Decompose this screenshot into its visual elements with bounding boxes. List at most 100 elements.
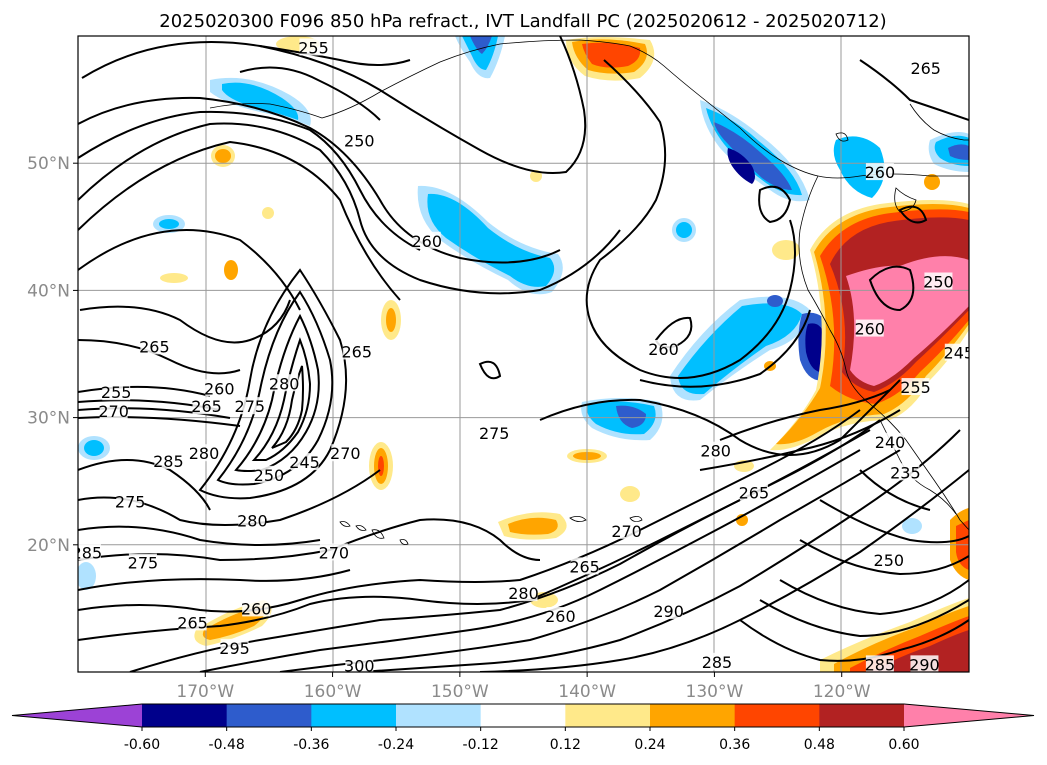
latitude-axis: 20°N 30°N 40°N 50°N xyxy=(27,154,78,556)
contour-label-bg xyxy=(178,613,207,631)
contour-label: 280 xyxy=(508,584,539,603)
contour-label-bg xyxy=(116,492,145,510)
colorbar-bin xyxy=(396,704,482,727)
contour-label-bg xyxy=(876,432,905,450)
contour-label: 260 xyxy=(241,599,272,618)
contour-label: 265 xyxy=(191,397,222,416)
contour-label-bg xyxy=(570,557,599,575)
coastlines xyxy=(209,39,969,545)
shade-blue-spot-4 xyxy=(902,518,922,534)
contour-label-bg xyxy=(649,339,678,357)
contour-label-bg xyxy=(874,551,903,569)
map-frame xyxy=(77,35,970,673)
colorbar-extend-high xyxy=(904,704,1034,727)
contour-label-bg xyxy=(345,131,374,149)
contour-label: 245 xyxy=(289,453,320,472)
contour-label-bg xyxy=(944,343,969,361)
contour-label-bg xyxy=(891,463,920,481)
contour-label-bg xyxy=(331,444,360,462)
colorbar: -0.60 -0.48 -0.36 -0.24 -0.12 0.12 0.24 0.36 0.4… xyxy=(11,703,1035,753)
colorbar-bin xyxy=(311,704,397,727)
contour-label: 255 xyxy=(101,383,132,402)
shade-alaska-inner xyxy=(222,82,299,120)
contour-label: 265 xyxy=(341,342,372,361)
shade-se-dark xyxy=(870,630,969,672)
contour-label: 265 xyxy=(739,484,770,503)
lon-tick-label: 140°W xyxy=(558,682,616,702)
contour-label: 270 xyxy=(611,522,642,541)
map-title: 2025020300 F096 850 hPa refract., IVT La… xyxy=(159,11,886,32)
contour-label-bg xyxy=(509,584,538,602)
contour-label: 260 xyxy=(545,607,576,626)
contour-label-bg xyxy=(701,441,730,459)
contour-label: 280 xyxy=(269,374,300,393)
contour-label: 285 xyxy=(153,452,184,471)
shade-pos-spot-6 xyxy=(620,486,640,502)
contour-label: 255 xyxy=(298,38,329,57)
contour-label: 250 xyxy=(344,131,375,150)
shade-pos-spot-10 xyxy=(262,207,274,219)
contour-label: 270 xyxy=(330,444,361,463)
contour-label-bg xyxy=(190,444,219,462)
contour-label-bg xyxy=(546,607,575,625)
contour-label: 260 xyxy=(411,232,442,251)
contour-label: 275 xyxy=(479,424,510,443)
contour-label-bg xyxy=(192,397,221,415)
contour-label: 260 xyxy=(204,379,235,398)
contour-label-bg xyxy=(205,379,234,397)
contour-label: 255 xyxy=(900,378,931,397)
shade-blue-spot-2-core xyxy=(676,222,692,238)
colorbar-tick-label: -0.24 xyxy=(378,737,414,753)
contour-label-bg xyxy=(910,655,939,672)
contour-label-bg xyxy=(480,423,509,441)
shaded-anomalies xyxy=(78,36,969,672)
lat-tick-label: 40°N xyxy=(27,281,70,301)
contour-label: 285 xyxy=(865,655,896,674)
shade-pos-spot-12 xyxy=(772,240,800,260)
contour-label-bg xyxy=(220,638,249,656)
shade-goa-red xyxy=(582,42,641,68)
contour-label-bg xyxy=(128,553,157,571)
contour-label-bg xyxy=(254,465,283,483)
contour-label: 265 xyxy=(139,337,170,356)
colorbar-tick-label: 0.60 xyxy=(888,737,919,753)
shade-central-blue xyxy=(678,303,802,395)
contour-label: 275 xyxy=(128,554,159,573)
contour-label-bg xyxy=(319,543,348,561)
shade-pos-spot-4-core xyxy=(508,517,558,535)
lon-tick-label: 160°W xyxy=(304,682,362,702)
contour-label: 265 xyxy=(910,59,941,78)
colorbar-tick-label: -0.12 xyxy=(463,737,499,753)
colorbar-bin xyxy=(819,704,905,727)
colorbar-tick-label: 0.24 xyxy=(634,737,665,753)
contour-label: 275 xyxy=(235,397,266,416)
contour-label: 260 xyxy=(854,320,885,339)
shade-pos-spot-3-core xyxy=(386,308,396,332)
contour-label-bg xyxy=(78,543,101,561)
colorbar-bin xyxy=(650,704,736,727)
shade-pos-spot-2-red xyxy=(378,456,384,476)
contour-label: 280 xyxy=(237,512,268,531)
contour-label-bg xyxy=(702,652,731,670)
shade-top-blue-inner xyxy=(462,36,498,70)
lon-tick-label: 170°W xyxy=(176,682,234,702)
contour-label-bg xyxy=(290,453,319,471)
contour-label: 260 xyxy=(648,340,679,359)
contour-label: 265 xyxy=(177,613,208,632)
contour-label: 250 xyxy=(254,466,285,485)
contour-label-bg xyxy=(739,483,768,501)
shade-bc-dark xyxy=(727,148,755,184)
contour-label-bg xyxy=(238,511,267,529)
contour-label: 235 xyxy=(890,463,921,482)
contour-label-bg xyxy=(654,601,683,619)
colorbar-tick-label: 0.12 xyxy=(550,737,581,753)
lon-tick-label: 130°W xyxy=(686,682,744,702)
colorbar-tick-label: -0.36 xyxy=(293,737,329,753)
contour-label: 295 xyxy=(219,639,250,658)
contour-label-bg xyxy=(99,402,128,420)
shade-pos-spot-8 xyxy=(160,273,188,283)
lat-tick-label: 50°N xyxy=(27,154,70,174)
